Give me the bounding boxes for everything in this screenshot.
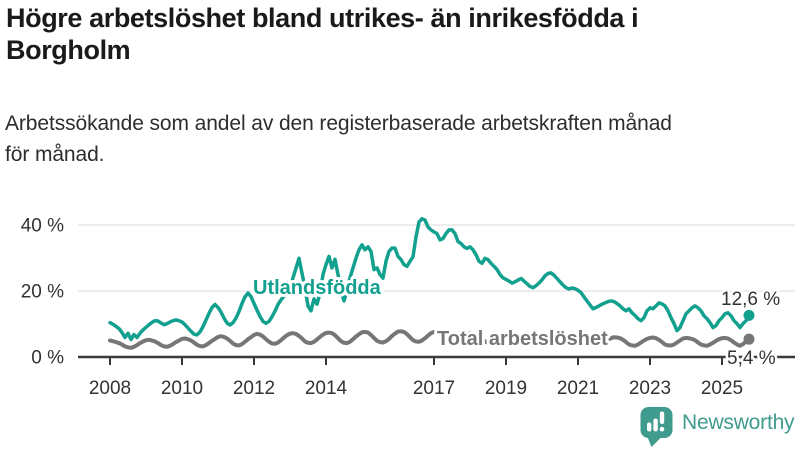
x-tick-label: 2010 [161, 378, 203, 399]
series-end-dot [743, 333, 755, 345]
series-end-dot [743, 309, 755, 321]
x-tick-label: 2025 [701, 378, 743, 399]
series-line [108, 216, 751, 342]
x-tick-label: 2019 [485, 378, 527, 399]
end-value-label-utlandsfodda: 12,6 % [721, 289, 780, 310]
y-tick-label: 40 % [21, 216, 64, 237]
x-tick-label: 2014 [305, 378, 348, 399]
y-tick-label: 20 % [21, 282, 64, 303]
logo-exclamation-bar [659, 411, 665, 424]
page-title: Högre arbetslöshet bland utrikes- än inr… [6, 2, 794, 66]
logo-bar-medium [653, 418, 658, 432]
series-label-total-arbetsloshet: Total arbetslöshet [437, 328, 608, 350]
logo-exclamation-dot [659, 426, 665, 432]
newsworthy-logo-text: Newsworthy [682, 411, 795, 434]
x-tick-label: 2012 [233, 378, 275, 399]
subtitle-line-1: Arbetssökande som andel av den registerb… [5, 112, 672, 135]
newsworthy-logo-icon [640, 407, 673, 447]
logo-bar-small [647, 422, 652, 432]
series-label-utlandsfodda: Utlandsfödda [253, 277, 382, 299]
chart-subtitle: Arbetssökande som andel av den registerb… [5, 108, 797, 170]
series-line [108, 329, 751, 350]
end-value-label-total-arbetsloshet: 5,4 % [727, 348, 776, 369]
x-tick-label: 2021 [557, 378, 599, 399]
plot-area: 0 % 20 % 40 % 2008 2010 2012 2014 2017 2019 2021 2… [21, 216, 795, 399]
x-tick-label: 2017 [413, 378, 455, 399]
y-tick-label: 0 % [31, 348, 64, 369]
title-line-1: Högre arbetslöshet bland utrikes- än inr… [6, 3, 639, 33]
subtitle-line-2: för månad. [5, 143, 105, 166]
x-tick-label: 2023 [629, 378, 671, 399]
x-tick-label: 2008 [89, 378, 131, 399]
newsworthy-logo[interactable]: Newsworthy [640, 406, 795, 448]
title-line-2: Borgholm [6, 35, 131, 65]
